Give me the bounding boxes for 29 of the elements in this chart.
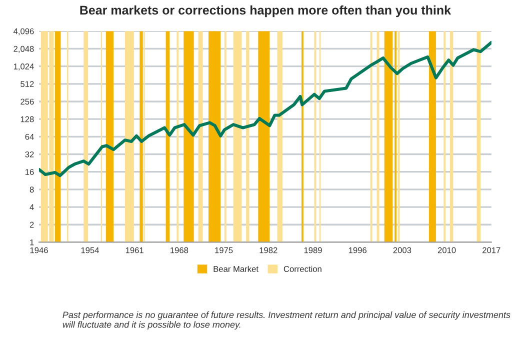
y-tick-label: 16 [26,169,34,175]
x-tick-label: 1961 [126,247,144,254]
text: Past performance is no guarantee of future results. Investment return and principal value of security investments will fluctuate and it is possible to lose money. [62,311,510,330]
x-tick-label: 1982 [260,247,278,254]
x-tick-label: 1954 [81,247,99,254]
y-tick-label: 4 [30,204,34,210]
x-tick-label: 2003 [393,247,412,254]
y-tick-label: 2 [30,222,34,228]
y-tick-label: 64 [25,134,34,140]
y-tick-label: 8 [30,186,34,193]
y-tick-label: 4,096 [13,28,34,36]
x-tick-label: 2017 [482,247,500,254]
legend-label: Correction [284,266,322,272]
y-tick-label: 1,024 [14,64,34,70]
y-tick-label: 1 [30,239,34,246]
x-tick-label: 1996 [348,247,366,254]
x-tick-label: 2010 [438,247,456,254]
x-tick-label: 1975 [215,247,233,254]
y-tick-label: 32 [25,151,34,158]
y-tick-label: 256 [20,98,34,105]
y-tick-label: 128 [20,116,34,122]
y-tick-label: 512 [20,81,34,88]
chart-title: Bear markets or corrections happen more often than you think [80,5,452,18]
x-tick-label: 1946 [30,247,48,254]
legend-label: Bear Market [214,266,258,272]
y-tick-label: 2,048 [14,46,34,53]
x-tick-label: 1968 [170,247,188,254]
x-tick-label: 1989 [304,247,322,254]
line-series [39,40,492,178]
